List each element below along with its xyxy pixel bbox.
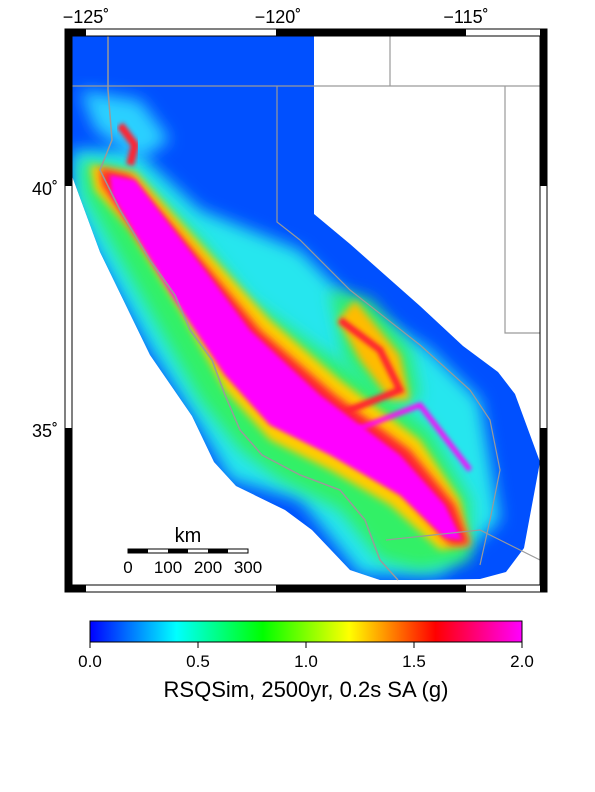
colorbar-tick-2: 1.0	[294, 652, 318, 671]
lat-label-40: 40˚	[32, 179, 58, 199]
map-frame	[64, 28, 548, 593]
lat-label-35: 35˚	[32, 421, 58, 441]
colorbar: 0.0 0.5 1.0 1.5 2.0 RSQSim, 2500yr, 0.2s…	[78, 620, 534, 702]
lon-label-120: −120˚	[255, 7, 302, 27]
colorbar-tick-0: 0.0	[78, 652, 102, 671]
scale-tick-300: 300	[234, 558, 262, 577]
colorbar-label: RSQSim, 2500yr, 0.2s SA (g)	[164, 677, 449, 702]
colorbar-gradient	[89, 620, 523, 643]
colorbar-tick-3: 1.5	[402, 652, 426, 671]
lon-label-125: −125˚	[63, 7, 110, 27]
lon-label-115: −115˚	[443, 7, 488, 27]
colorbar-tick-1: 0.5	[186, 652, 210, 671]
scale-tick-0: 0	[123, 558, 132, 577]
scale-tick-100: 100	[154, 558, 182, 577]
scale-bar-unit: km	[175, 525, 202, 547]
scale-bar: km 0 100 200 300	[123, 525, 262, 577]
scale-tick-200: 200	[194, 558, 222, 577]
coastline	[99, 36, 399, 581]
colorbar-tick-4: 2.0	[510, 652, 534, 671]
state-borders	[72, 36, 541, 566]
